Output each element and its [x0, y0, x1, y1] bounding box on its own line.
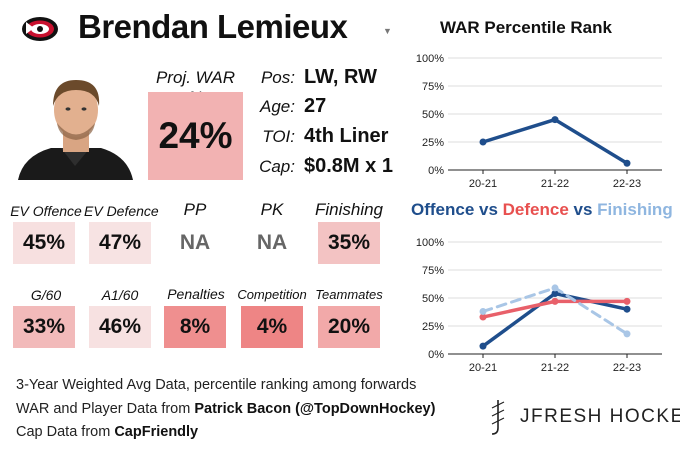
jfresh-logo-icon [491, 400, 505, 435]
competition-value: 4% [241, 306, 303, 348]
ev-defence-value: 47% [89, 222, 151, 264]
ovd-chart-ytick-label: 100% [416, 237, 444, 249]
footer-cap-source-name: CapFriendly [114, 424, 199, 440]
ovd-chart-ytick-label: 50% [422, 293, 444, 305]
age-value: 27 [304, 95, 327, 117]
war-chart-ytick-label: 100% [416, 53, 444, 65]
age-label: Age: [260, 97, 295, 116]
war-chart-xtick-label: 21-22 [541, 178, 569, 190]
war-percentile-chart: 0% 25% 50% 75% 100% 20-21 21-22 22-23 [416, 53, 662, 190]
war-chart-xtick-label: 22-23 [613, 178, 641, 190]
title-vs-2: vs [568, 200, 598, 219]
ovd-chart-point [551, 290, 559, 298]
ovd-chart-xtick-label: 21-22 [541, 362, 569, 374]
pk-label: PK [260, 200, 284, 219]
title-defence: Defence [502, 200, 569, 219]
ovd-chart-title: Offence vs Defence vs Finishing [411, 200, 673, 220]
competition-label: Competition [237, 287, 307, 302]
ev-offence-value: 45% [13, 222, 75, 264]
toi-label: TOI: [262, 127, 295, 146]
footer-war-source-name: Patrick Bacon (@TopDownHockey) [194, 401, 436, 417]
g60-label: G/60 [30, 287, 62, 303]
war-chart-point [479, 138, 487, 146]
ovd-chart-point [479, 313, 487, 321]
ev-offence-label: EV Offence [10, 203, 82, 219]
title-vs-1: vs [474, 200, 503, 219]
footer-methodology: 3-Year Weighted Avg Data, percentile ran… [16, 377, 417, 393]
title-offence: Offence [411, 200, 475, 219]
penalties-label: Penalties [167, 286, 225, 302]
footer-cap-source-prefix: Cap Data from [16, 424, 115, 440]
penalties-value: 8% [164, 306, 226, 348]
chevron-down-icon[interactable]: ▼ [383, 26, 392, 36]
hurricanes-logo-icon [22, 17, 58, 41]
ovd-chart-point [479, 307, 487, 315]
finishing-label: Finishing [314, 200, 384, 219]
ovd-chart-point [479, 342, 487, 350]
ovd-chart-point [551, 284, 559, 292]
ovd-chart-ytick-label: 75% [422, 265, 444, 277]
teammates-value: 20% [318, 306, 380, 348]
ovd-chart-point [623, 330, 631, 338]
ovd-chart-xtick-label: 22-23 [613, 362, 641, 374]
offence-defence-finishing-chart: 0% 25% 50% 75% 100% 20-21 21-22 22-23 [416, 237, 662, 374]
footer-war-source-prefix: WAR and Player Data from [16, 401, 195, 417]
finishing-value: 35% [318, 222, 380, 264]
war-chart-ytick-label: 50% [422, 109, 444, 121]
proj-war-value: 24% [148, 92, 243, 180]
ev-defence-label: EV Defence [84, 203, 159, 219]
war-chart-title: WAR Percentile Rank [440, 18, 612, 37]
pk-value: NA [241, 222, 303, 264]
toi-value: 4th Liner [304, 125, 389, 147]
war-chart-ytick-label: 25% [422, 137, 444, 149]
cap-value: $0.8M x 1 [304, 155, 393, 177]
g60-value: 33% [13, 306, 75, 348]
war-chart-point [623, 159, 631, 167]
pos-label: Pos: [260, 68, 295, 87]
war-chart-point [551, 116, 559, 124]
ovd-chart-point [623, 297, 631, 305]
cap-label: Cap: [259, 157, 295, 176]
pp-value: NA [164, 222, 226, 264]
player-name: Brendan Lemieux [78, 8, 348, 45]
footer-cap-source: Cap Data from CapFriendly [16, 424, 198, 440]
pp-label: PP [183, 200, 207, 219]
pos-value: LW, RW [304, 66, 377, 88]
ovd-chart-xtick-label: 20-21 [469, 362, 497, 374]
footer-war-source: WAR and Player Data from Patrick Bacon (… [16, 401, 435, 417]
a160-label: A1/60 [101, 287, 139, 303]
brand-name: JFRESH HOCKEY [520, 406, 680, 427]
war-chart-series-line-0 [481, 117, 629, 166]
ovd-chart-ytick-label: 0% [428, 349, 444, 361]
war-chart-xtick-label: 20-21 [469, 178, 497, 190]
war-chart-ytick-label: 0% [428, 165, 444, 177]
ovd-chart-ytick-label: 25% [422, 321, 444, 333]
title-finishing: Finishing [597, 200, 673, 219]
war-chart-ytick-label: 75% [422, 81, 444, 93]
a160-value: 46% [89, 306, 151, 348]
player-headshot [13, 68, 138, 180]
ovd-chart-point [623, 305, 631, 313]
ovd-chart-point [551, 297, 559, 305]
teammates-label: Teammates [315, 287, 383, 302]
